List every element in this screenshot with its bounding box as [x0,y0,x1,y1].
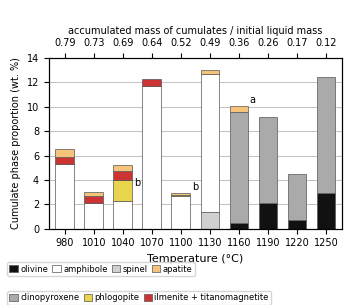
Bar [113,171,132,180]
Bar [84,203,103,229]
Bar [171,196,190,229]
Bar [171,193,190,195]
Bar [113,165,132,171]
Bar [230,223,248,229]
Bar [84,192,103,196]
Text: b: b [192,181,198,192]
Bar [317,77,335,193]
Bar [259,203,277,229]
Bar [113,180,132,201]
Bar [201,70,220,74]
Legend: clinopyroxene, phlogopite, ilmenite + titanomagnetite: clinopyroxene, phlogopite, ilmenite + ti… [7,291,271,305]
Bar [288,174,306,220]
Bar [171,195,190,196]
Bar [201,212,220,229]
Y-axis label: Cumulate phase proportion (wt. %): Cumulate phase proportion (wt. %) [11,57,21,229]
Bar [259,117,277,203]
X-axis label: accumulated mass of cumulates / initial liquid mass: accumulated mass of cumulates / initial … [68,26,322,36]
Bar [55,157,74,164]
Bar [317,193,335,229]
Bar [142,86,161,229]
Bar [113,201,132,229]
Bar [201,74,220,212]
Bar [230,106,248,112]
Bar [230,112,248,223]
Text: b: b [134,178,140,188]
Bar [288,220,306,229]
Text: a: a [250,95,256,105]
Bar [84,196,103,203]
Bar [55,164,74,229]
X-axis label: Temperature (°C): Temperature (°C) [147,254,244,264]
Bar [142,79,161,86]
Legend: olivine, amphibole, spinel, apatite: olivine, amphibole, spinel, apatite [7,262,195,276]
Bar [55,149,74,157]
